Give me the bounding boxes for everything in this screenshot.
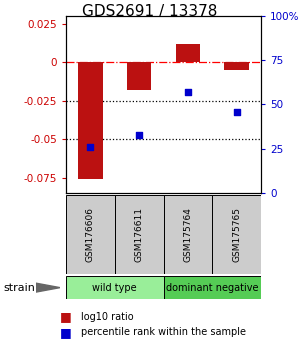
Text: dominant negative: dominant negative (166, 282, 259, 293)
Text: GDS2691 / 13378: GDS2691 / 13378 (82, 4, 218, 19)
Text: GSM175765: GSM175765 (232, 207, 241, 262)
Text: wild type: wild type (92, 282, 137, 293)
Bar (78, 62, 103, 179)
Text: ■: ■ (60, 326, 72, 338)
Bar (127, 62, 151, 90)
Bar (212, 195, 261, 274)
Point (137, 132, 142, 137)
Bar (176, 44, 200, 62)
Bar (224, 62, 249, 70)
Polygon shape (36, 283, 60, 292)
Bar (66, 195, 115, 274)
Text: GSM175764: GSM175764 (183, 207, 192, 262)
Bar (164, 195, 212, 274)
Point (88, 144, 93, 150)
Text: percentile rank within the sample: percentile rank within the sample (81, 327, 246, 337)
Point (185, 89, 190, 95)
Text: ■: ■ (60, 310, 72, 323)
Bar (66, 276, 164, 299)
Bar (115, 195, 164, 274)
Point (234, 109, 239, 114)
Text: GSM176611: GSM176611 (135, 207, 144, 262)
Text: GSM176606: GSM176606 (86, 207, 95, 262)
Bar (164, 276, 261, 299)
Text: strain: strain (3, 282, 35, 293)
Text: log10 ratio: log10 ratio (81, 312, 134, 322)
